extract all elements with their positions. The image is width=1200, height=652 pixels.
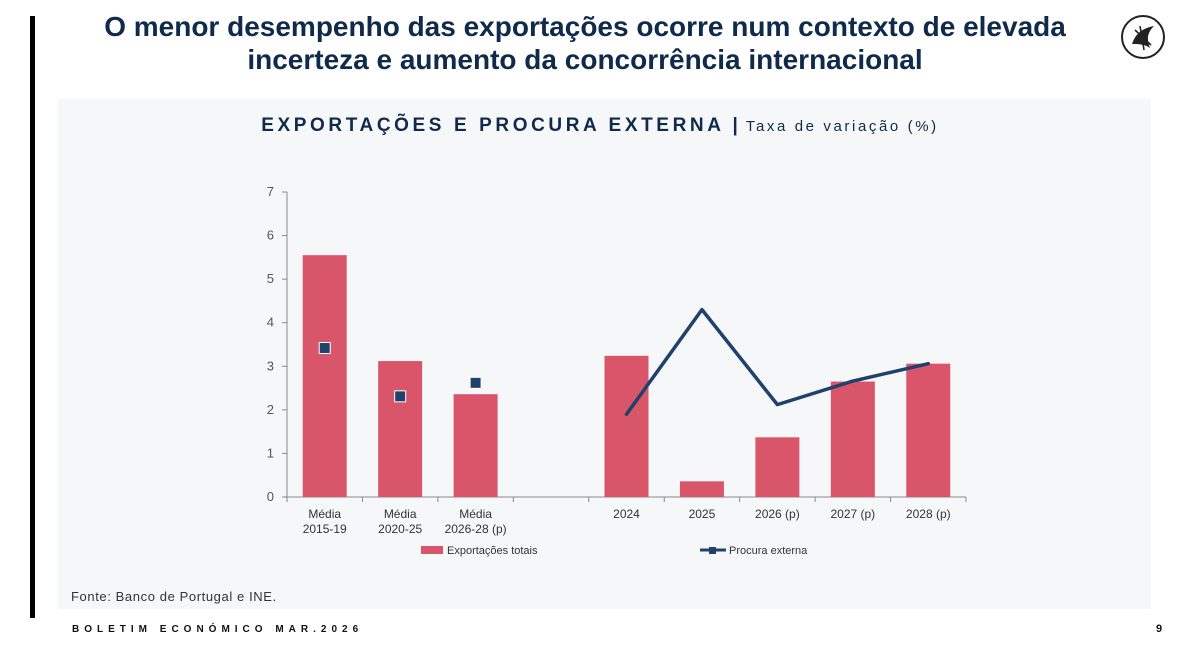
chart-subtitle: Taxa de variação (%) xyxy=(745,118,939,135)
legend-swatch-exportacoes xyxy=(421,546,443,554)
x-tick-label: 2027 (p) xyxy=(830,507,875,521)
marker-procura-externa xyxy=(394,390,407,403)
chart-title-main: EXPORTAÇÕES E PROCURA EXTERNA xyxy=(261,115,725,136)
bank-logo-icon xyxy=(1120,14,1166,60)
bar-exportacoes xyxy=(604,355,649,497)
y-tick-label: 3 xyxy=(267,358,274,373)
chart-title-separator: | xyxy=(732,115,738,136)
x-tick-label: 2026-28 (p) xyxy=(445,522,507,536)
bar-exportacoes xyxy=(906,363,951,497)
y-tick-label: 7 xyxy=(267,184,274,199)
chart-title: EXPORTAÇÕES E PROCURA EXTERNA | Taxa de va… xyxy=(0,115,1200,137)
y-tick-label: 4 xyxy=(267,315,274,330)
bar-exportacoes xyxy=(378,361,423,497)
footer-label: BOLETIM ECONÓMICO MAR.2026 xyxy=(72,624,364,635)
bar-exportacoes xyxy=(830,381,875,497)
legend-swatch-procura-marker xyxy=(709,547,716,554)
x-tick-label: Média xyxy=(308,507,341,521)
bar-exportacoes xyxy=(453,394,498,497)
x-tick-label: 2020-25 xyxy=(378,522,422,536)
chart-panel xyxy=(58,99,1151,609)
page-number: 9 xyxy=(1156,623,1163,635)
source-note: Fonte: Banco de Portugal e INE. xyxy=(71,589,277,604)
bar-exportacoes xyxy=(755,437,800,497)
y-tick-label: 6 xyxy=(267,228,274,243)
x-tick-label: 2025 xyxy=(689,507,716,521)
marker-procura-externa xyxy=(469,376,482,389)
y-tick-label: 1 xyxy=(267,445,274,460)
y-tick-label: 5 xyxy=(267,271,274,286)
bar-exportacoes xyxy=(302,255,347,497)
left-accent-bar xyxy=(30,16,35,618)
y-tick-label: 2 xyxy=(267,402,274,417)
marker-procura-externa xyxy=(318,341,331,354)
x-tick-label: Média xyxy=(459,507,492,521)
x-tick-label: 2024 xyxy=(613,507,640,521)
line-procura-externa xyxy=(624,307,931,416)
bar-exportacoes xyxy=(679,481,724,497)
x-tick-label: 2028 (p) xyxy=(906,507,951,521)
legend-label-exportacoes: Exportações totais xyxy=(447,545,538,557)
x-tick-label: 2015-19 xyxy=(303,522,347,536)
x-tick-label: Média xyxy=(384,507,417,521)
legend-label-procura: Procura externa xyxy=(729,545,808,557)
y-tick-label: 0 xyxy=(267,489,274,504)
x-tick-label: 2026 (p) xyxy=(755,507,800,521)
page-title: O menor desempenho das exportações ocorr… xyxy=(104,11,1066,75)
